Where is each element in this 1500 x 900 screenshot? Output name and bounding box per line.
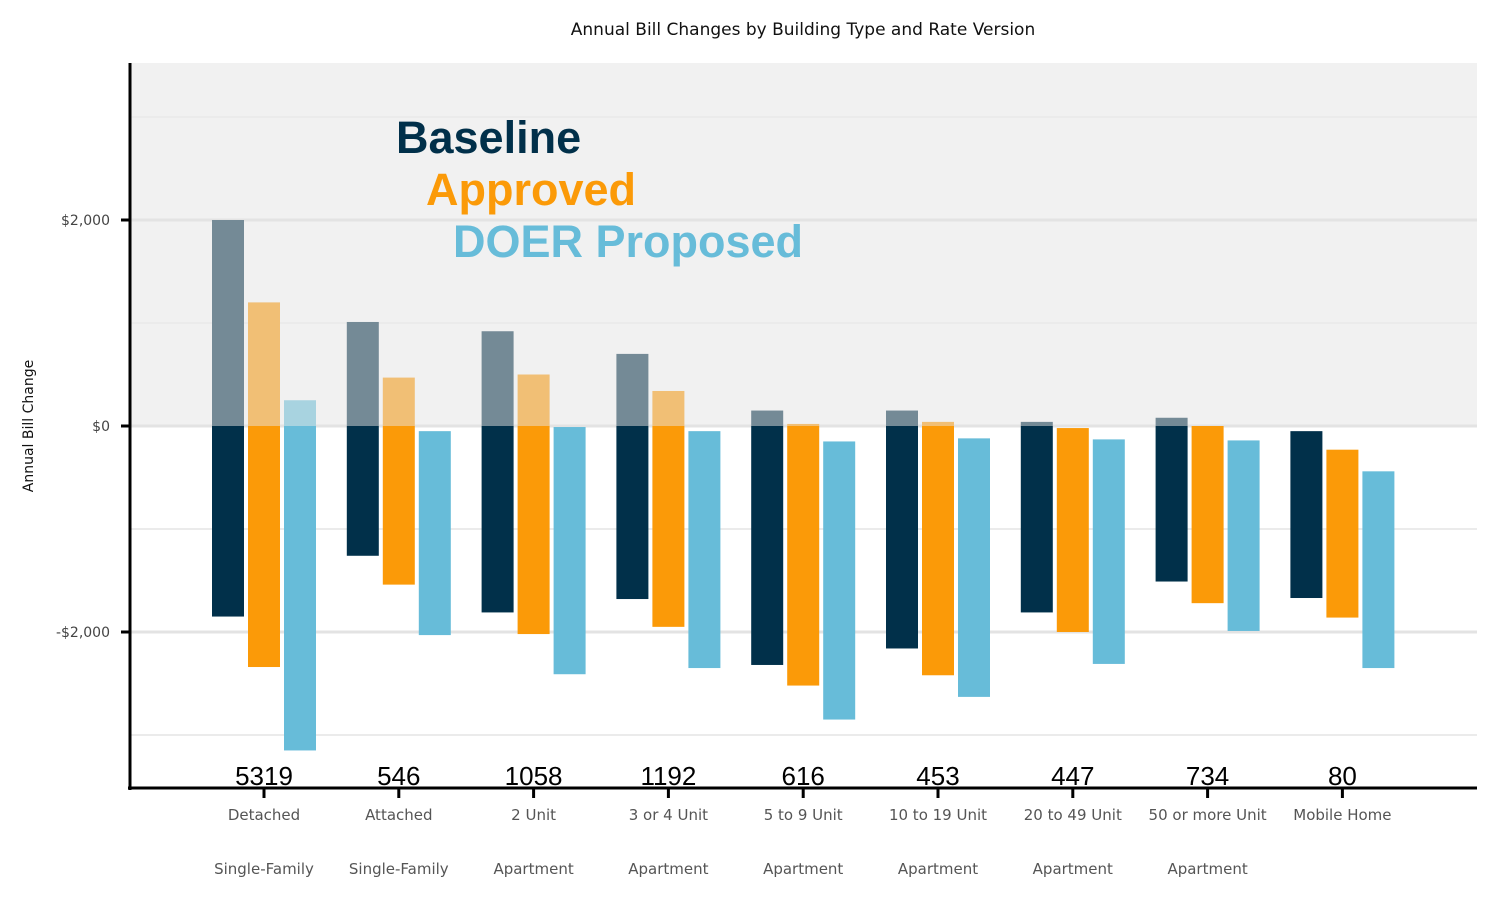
x-tick-label-line1: Mobile Home <box>1293 806 1391 824</box>
bar-approved-positive <box>922 421 954 426</box>
bar-baseline-negative <box>1155 426 1188 582</box>
y-tick-label: -$2,000 <box>56 625 110 641</box>
bar-baseline-negative <box>886 426 918 649</box>
bar-baseline-positive <box>1155 417 1188 426</box>
bar-doer-proposed-negative <box>418 431 451 636</box>
x-tick-label-line2: Apartment <box>1033 860 1113 878</box>
count-label: 1192 <box>640 761 696 791</box>
x-tick-label-line2: Apartment <box>493 860 573 878</box>
bar-baseline-positive <box>212 220 244 426</box>
bar-baseline-negative <box>751 426 784 665</box>
chart-title: Annual Bill Changes by Building Type and… <box>571 20 1035 40</box>
bar-doer-proposed-negative <box>688 431 721 669</box>
bar-baseline-negative <box>212 426 244 617</box>
x-tick-label-line1: 2 Unit <box>511 806 556 824</box>
bar-doer-proposed-negative <box>553 427 586 675</box>
bar-approved-negative <box>517 426 550 635</box>
x-tick-label-line2: Apartment <box>1167 860 1247 878</box>
bar-approved-positive <box>787 423 820 426</box>
bar-approved-positive <box>382 377 415 426</box>
count-label: 734 <box>1186 761 1229 791</box>
bar-baseline-positive <box>1020 421 1053 426</box>
bar-baseline-positive <box>751 410 784 426</box>
bar-doer-proposed-negative <box>1362 471 1395 669</box>
x-tick-label-line2: Apartment <box>763 860 843 878</box>
legend-approved: Approved <box>426 164 636 215</box>
bar-approved-positive <box>248 302 280 426</box>
x-tick-label-line1: 5 to 9 Unit <box>764 806 843 824</box>
bar-baseline-positive <box>886 410 918 426</box>
x-tick-label-line1: 3 or 4 Unit <box>629 806 708 824</box>
x-tick-label-line1: 10 to 19 Unit <box>889 806 987 824</box>
count-label: 447 <box>1051 761 1094 791</box>
bar-baseline-negative <box>481 426 514 613</box>
bar-approved-negative <box>1326 449 1359 618</box>
count-label: 546 <box>377 761 420 791</box>
x-tick-label-line2: Apartment <box>628 860 708 878</box>
x-tick-label-line2: Single-Family <box>214 860 314 878</box>
bar-approved-positive <box>517 374 550 426</box>
count-label: 616 <box>782 761 825 791</box>
legend-doer-proposed: DOER Proposed <box>453 216 803 267</box>
legend-baseline: Baseline <box>396 112 581 163</box>
bar-doer-proposed-positive <box>284 400 316 426</box>
bar-approved-negative <box>922 426 954 676</box>
bar-baseline-positive <box>616 353 649 426</box>
bar-doer-proposed-negative <box>958 438 990 697</box>
x-tick-label-line1: 50 or more Unit <box>1149 806 1267 824</box>
bar-approved-negative <box>1191 426 1224 604</box>
x-tick-label-line2: Apartment <box>898 860 978 878</box>
bar-baseline-negative <box>616 426 649 600</box>
bar-baseline-negative <box>1290 431 1323 599</box>
plot-area: 5319 Detached Single-Family 546 Attached Sing… <box>56 63 1477 878</box>
bar-baseline-negative <box>1020 426 1053 613</box>
bar-approved-negative <box>652 426 685 627</box>
y-tick-label: $0 <box>92 419 110 435</box>
bar-approved-negative <box>1056 428 1089 632</box>
bar-baseline-positive <box>346 321 379 426</box>
bar-baseline-negative <box>346 426 379 556</box>
bar-doer-proposed-negative <box>1092 439 1125 664</box>
x-tick-label-line2: Single-Family <box>349 860 449 878</box>
count-label: 5319 <box>235 761 293 791</box>
x-tick-label-line1: Detached <box>228 806 300 824</box>
bar-doer-proposed-negative <box>1227 440 1260 631</box>
count-label: 80 <box>1328 761 1357 791</box>
bar-doer-proposed-negative <box>823 441 856 720</box>
bar-approved-negative <box>382 426 415 585</box>
x-tick-label-line1: Attached <box>365 806 432 824</box>
bar-approved-positive <box>652 390 685 426</box>
y-axis-label: Annual Bill Change <box>21 360 37 492</box>
bar-doer-proposed-negative <box>284 426 316 751</box>
y-tick-label: $2,000 <box>61 213 110 229</box>
bar-approved-negative <box>248 426 280 668</box>
count-label: 453 <box>916 761 959 791</box>
bar-approved-negative <box>787 426 820 686</box>
x-tick-label-line1: 20 to 49 Unit <box>1024 806 1122 824</box>
bar-baseline-positive <box>481 331 514 426</box>
count-label: 1058 <box>505 761 563 791</box>
